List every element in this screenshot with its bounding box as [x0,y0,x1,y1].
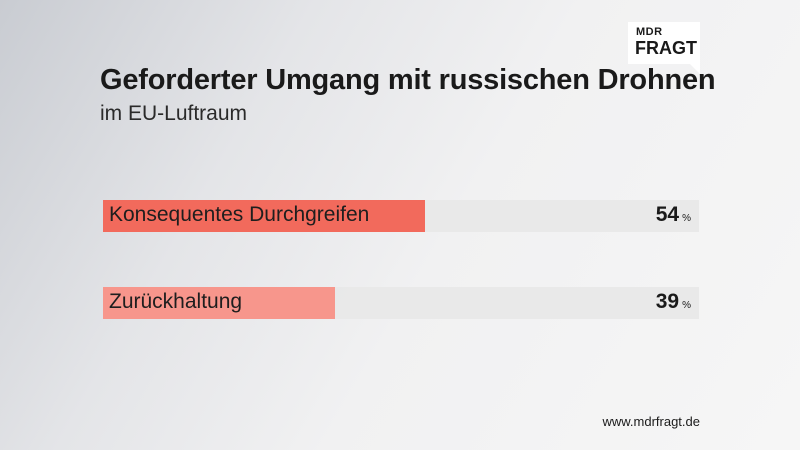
bar-value: 39% [656,290,691,314]
bar-value-number: 39 [655,290,680,313]
bar [103,200,425,232]
footer-url: www.mdrfragt.de [602,414,700,429]
bar [103,287,335,319]
chart-title: Geforderter Umgang mit russischen Drohne… [100,64,716,96]
logo-text-top: MDR [636,26,663,38]
bar-value-number: 54 [655,203,680,226]
bar-label: Zurückhaltung [109,290,243,313]
chart-subtitle: im EU-Luftraum [100,102,248,125]
bar-value-unit: % [682,300,691,311]
bar-value-unit: % [682,213,691,224]
bar-label: Konsequentes Durchgreifen [109,203,370,226]
mdr-fragt-logo: MDR FRAGT [628,22,700,74]
bar-row: Konsequentes Durchgreifen 54% [103,200,699,232]
logo-text-bottom: FRAGT [635,38,697,58]
bar-row: Zurückhaltung 39% [103,287,699,319]
bar-value: 54% [656,203,691,227]
